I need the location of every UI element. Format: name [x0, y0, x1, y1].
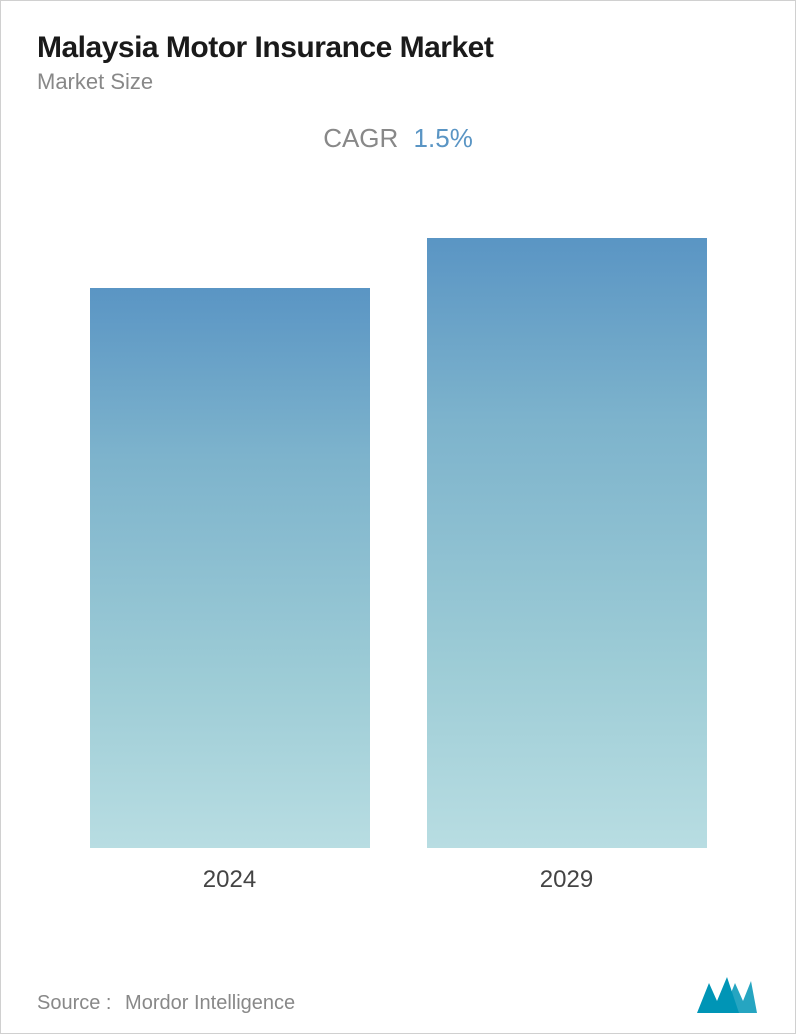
bar-label-2024: 2024: [203, 866, 256, 894]
page-title: Malaysia Motor Insurance Market: [37, 31, 759, 65]
source-label: Source :: [37, 992, 111, 1014]
footer: Source : Mordor Intelligence: [37, 973, 759, 1015]
source-text: Source : Mordor Intelligence: [37, 992, 295, 1015]
bar-group-2024: 2024: [90, 288, 370, 894]
bar-group-2029: 2029: [427, 238, 707, 894]
page-subtitle: Market Size: [37, 69, 759, 95]
cagr-value: 1.5%: [414, 123, 473, 153]
cagr-label: CAGR: [323, 123, 398, 153]
mordor-logo-icon: [695, 973, 759, 1015]
cagr-row: CAGR 1.5%: [1, 123, 795, 154]
header: Malaysia Motor Insurance Market Market S…: [1, 1, 795, 95]
bar-label-2029: 2029: [540, 866, 593, 894]
bar-2024: [90, 288, 370, 848]
source-name: Mordor Intelligence: [125, 992, 295, 1014]
bar-chart: 2024 2029: [1, 234, 795, 894]
bar-2029: [427, 238, 707, 848]
